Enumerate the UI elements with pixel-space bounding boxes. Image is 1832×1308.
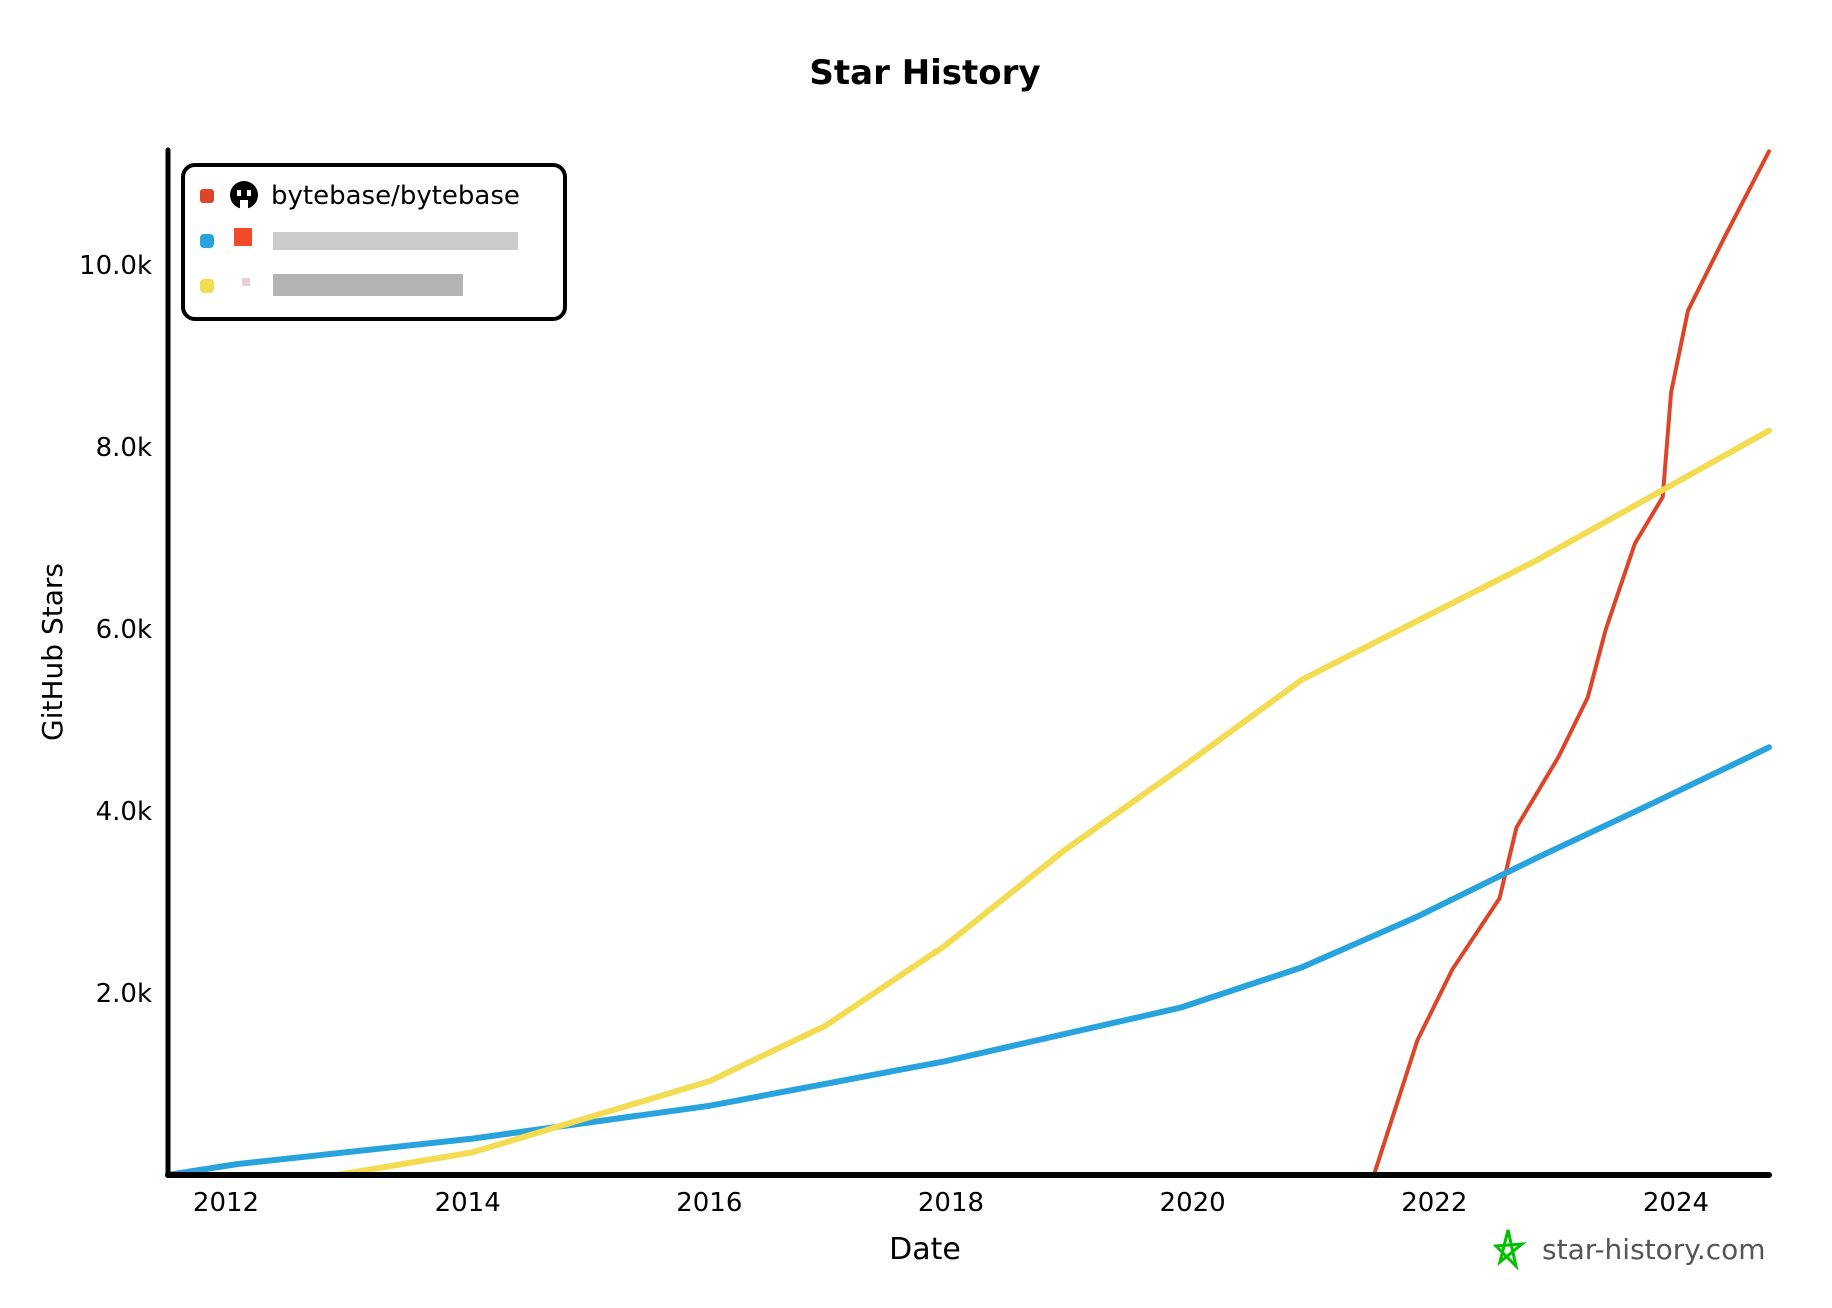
legend-swatch-blue <box>200 234 214 248</box>
redacted-avatar-icon <box>234 228 252 246</box>
x-tick-label: 2016 <box>676 1188 742 1218</box>
star-logo-icon <box>1492 1229 1527 1271</box>
x-tick-label: 2012 <box>193 1188 259 1218</box>
legend-swatch-yellow <box>200 279 214 293</box>
y-tick-label: 6.0k <box>96 615 152 645</box>
y-tick-labels: 2.0k 4.0k 6.0k 8.0k 10.0k <box>79 251 152 1009</box>
legend-item-bytebase: bytebase/bytebase <box>200 181 520 211</box>
y-tick-label: 8.0k <box>96 433 152 463</box>
redacted-label <box>273 274 463 296</box>
x-tick-label: 2024 <box>1643 1188 1709 1218</box>
x-axis-label: Date <box>889 1232 961 1267</box>
chart-title: Star History <box>809 53 1040 93</box>
legend-swatch-red <box>200 189 214 203</box>
watermark[interactable]: star-history.com <box>1492 1229 1766 1271</box>
x-tick-label: 2018 <box>918 1188 984 1218</box>
series-line-redacted-2 <box>334 427 1772 1178</box>
legend-label: bytebase/bytebase <box>271 181 520 211</box>
y-tick-label: 2.0k <box>96 979 152 1009</box>
x-tick-labels: 2012 2014 2016 2018 2020 2022 2024 <box>193 1188 1709 1218</box>
legend-item-redacted-yellow <box>200 274 463 296</box>
redacted-label <box>273 232 518 250</box>
y-tick-label: 4.0k <box>96 797 152 827</box>
series-line-bytebase <box>1371 149 1771 1177</box>
y-tick-label: 10.0k <box>79 251 152 281</box>
legend-item-redacted-blue <box>200 228 518 250</box>
x-tick-label: 2014 <box>435 1188 501 1218</box>
x-tick-label: 2022 <box>1401 1188 1467 1218</box>
legend: bytebase/bytebase <box>181 163 567 321</box>
watermark-text[interactable]: star-history.com <box>1542 1233 1766 1266</box>
github-icon <box>230 181 258 209</box>
y-axis-label: GitHub Stars <box>36 563 69 741</box>
redacted-avatar-icon <box>242 278 250 286</box>
series-layer <box>165 149 1772 1178</box>
x-tick-label: 2020 <box>1160 1188 1226 1218</box>
series-line-redacted-1 <box>165 744 1772 1178</box>
